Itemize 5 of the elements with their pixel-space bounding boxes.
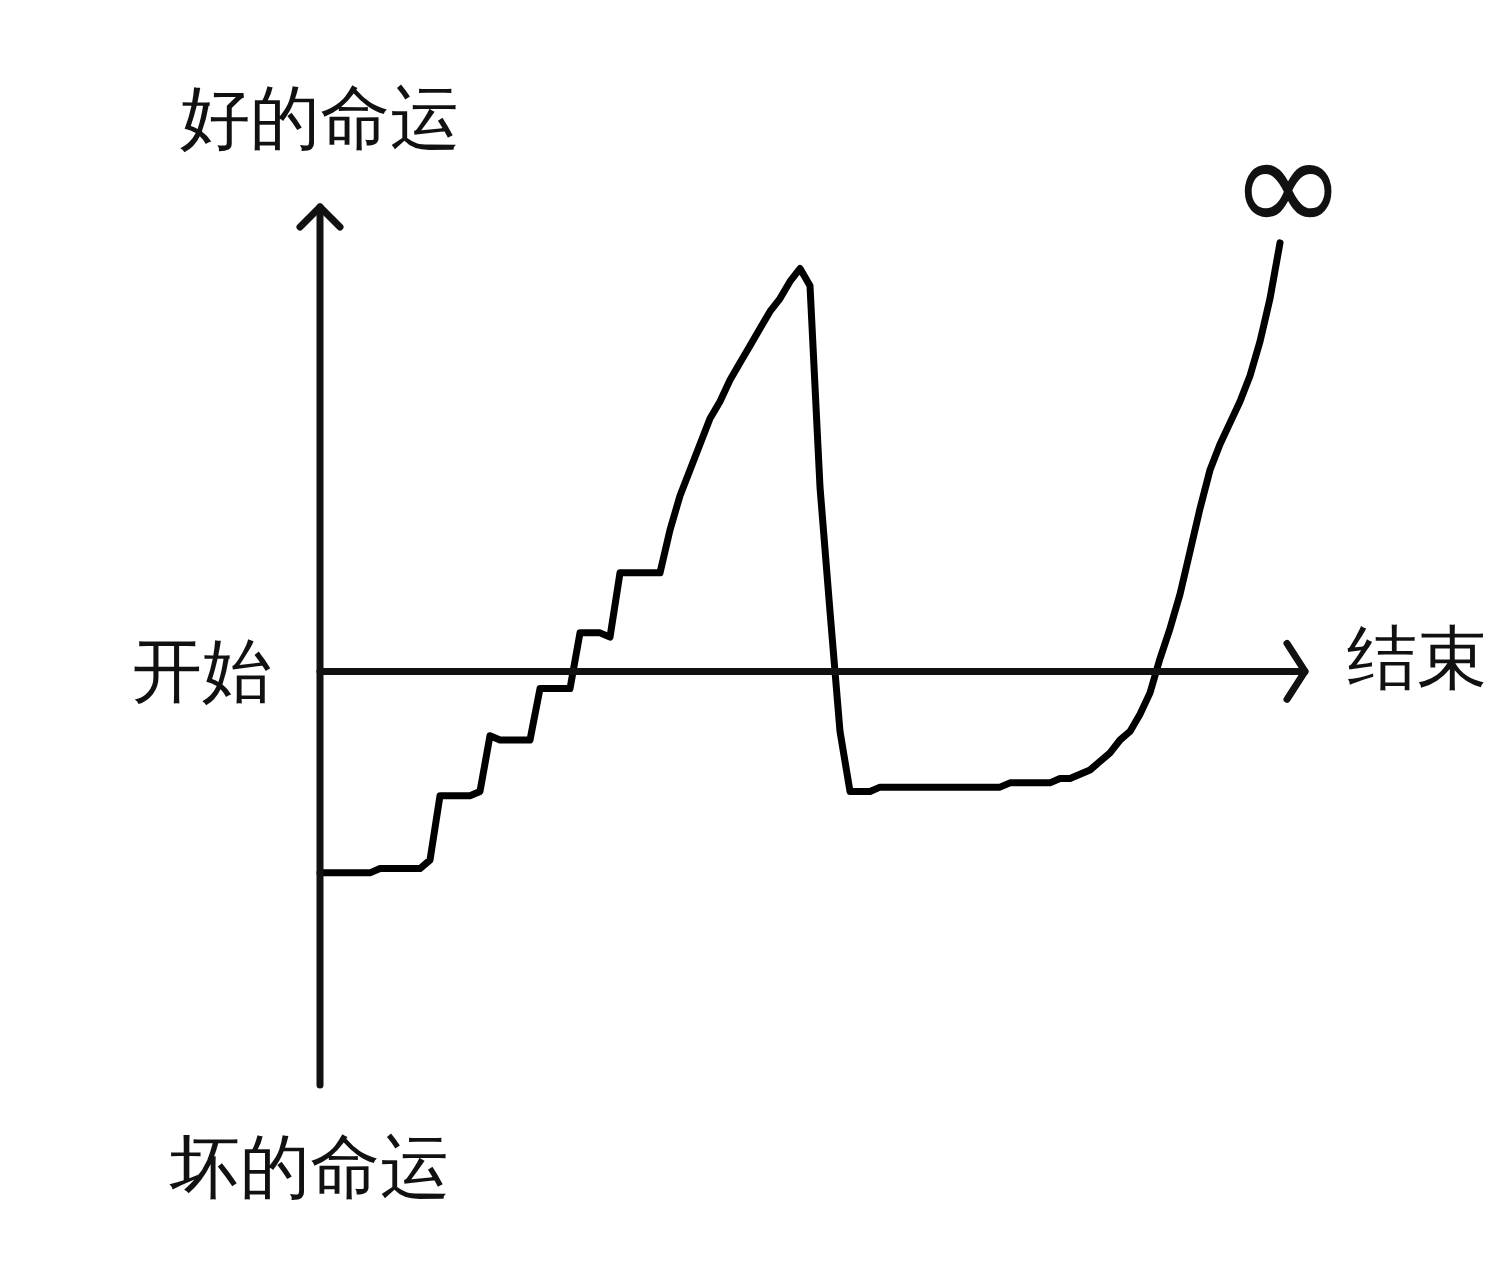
text: 开始 xyxy=(132,630,272,713)
y-axis-title: 好的命运 xyxy=(180,77,460,159)
text: 坏的命运 xyxy=(170,1126,450,1208)
annotation: ∞ xyxy=(1229,102,1347,266)
x-axis-title: 结束 xyxy=(1347,617,1487,700)
